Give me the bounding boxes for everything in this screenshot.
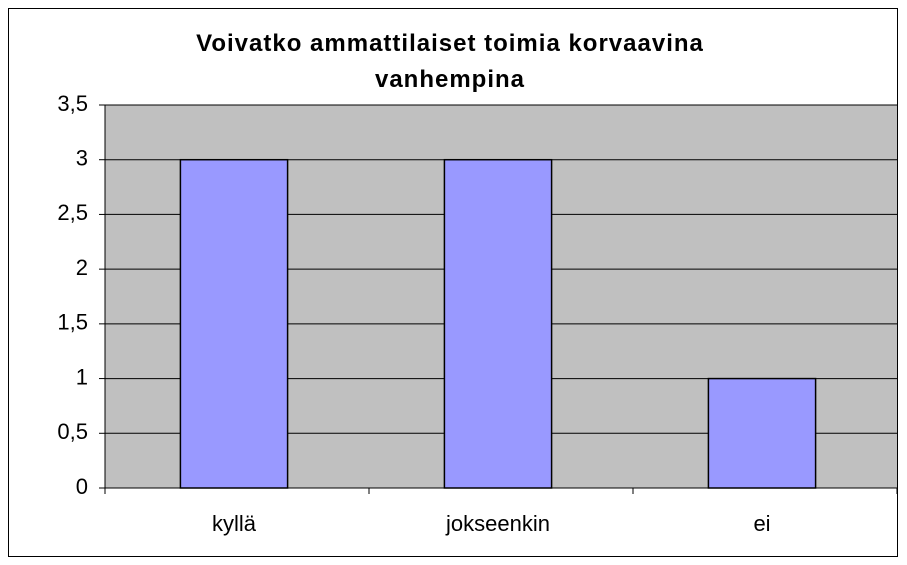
chart-title: Voivatko ammattilaiset toimia korvaavina… (196, 30, 704, 93)
bar (707, 377, 817, 489)
bars (179, 158, 817, 489)
x-tick-label: kyllä (212, 511, 257, 536)
x-tick-label: ei (753, 511, 770, 536)
bar (179, 158, 289, 489)
y-tick-label: 2,5 (57, 200, 88, 225)
bar (443, 158, 553, 489)
y-tick-label: 3 (76, 146, 88, 171)
y-tick-label: 2 (76, 255, 88, 280)
x-tick-label: jokseenkin (445, 511, 550, 536)
y-tick-label: 3,5 (57, 91, 88, 116)
y-tick-label: 0,5 (57, 419, 88, 444)
y-tick-label: 0 (76, 474, 88, 499)
y-tick-label: 1 (76, 364, 88, 389)
y-tick-label: 1,5 (57, 310, 88, 335)
labels: 0 0,5 1 1,5 2 2,5 3 3,5 kyllä jokseenkin ei (57, 91, 770, 536)
